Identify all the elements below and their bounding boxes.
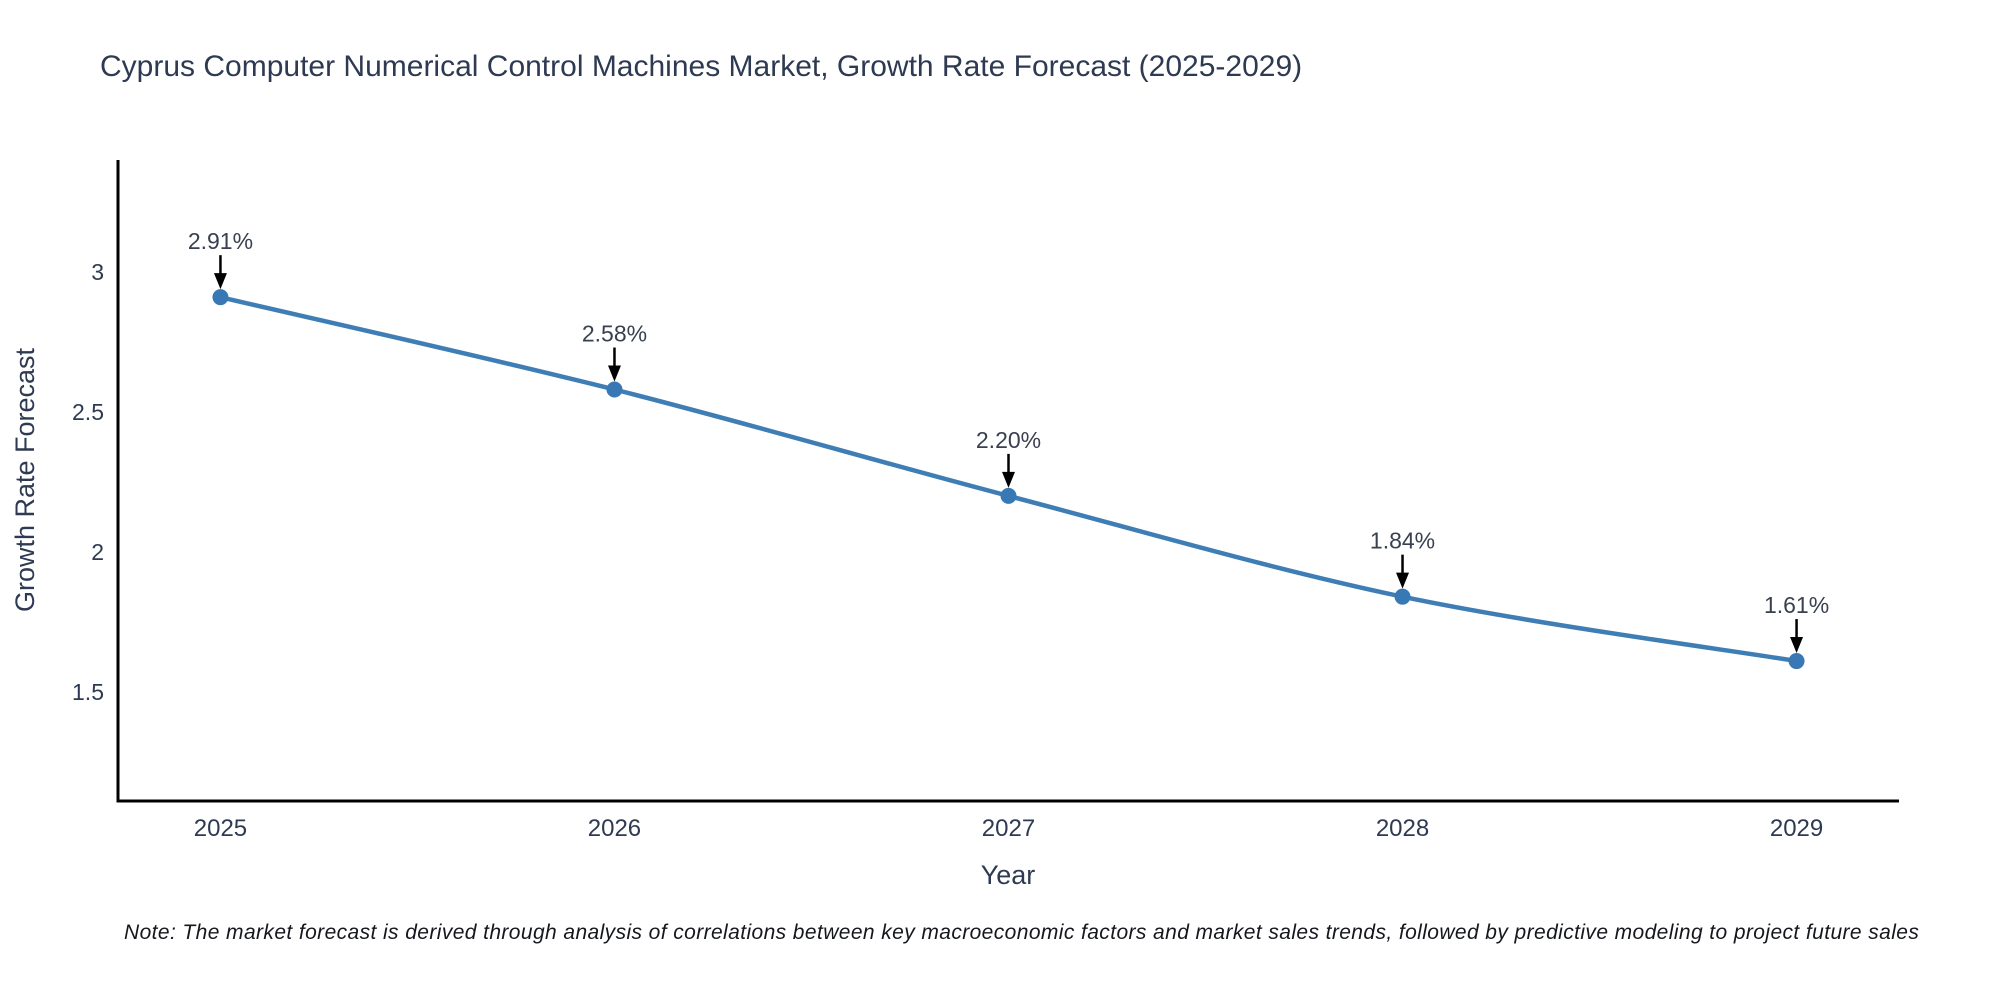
x-tick-label: 2026 xyxy=(588,815,641,842)
annotation-arrow-head xyxy=(1790,637,1804,654)
data-point-label: 2.20% xyxy=(976,427,1041,453)
data-point-label: 2.91% xyxy=(188,228,253,254)
x-tick-label: 2029 xyxy=(1770,815,1823,842)
x-tick-label: 2028 xyxy=(1376,815,1429,842)
data-point-marker[interactable] xyxy=(606,381,623,398)
annotation-arrow-head xyxy=(213,273,227,290)
data-point-label: 1.61% xyxy=(1764,592,1829,618)
y-tick-label: 1.5 xyxy=(72,679,104,705)
data-point-marker[interactable] xyxy=(212,289,229,306)
data-point-marker[interactable] xyxy=(1394,588,1411,605)
x-tick-label: 2027 xyxy=(982,815,1035,842)
plot-area: 3 2.5 2 1.5 2025 2026 2027 2028 2029 2.91% 2.58% 2.… xyxy=(72,160,1899,842)
annotation-arrow-head xyxy=(607,365,621,382)
data-point-marker[interactable] xyxy=(1788,653,1805,670)
data-point-label: 2.58% xyxy=(582,321,647,347)
annotation-arrow-head xyxy=(1396,572,1410,589)
footnote: Note: The market forecast is derived thr… xyxy=(124,921,1920,944)
data-point-label: 1.84% xyxy=(1370,528,1435,554)
x-tick-label: 2025 xyxy=(194,815,247,842)
data-point-marker[interactable] xyxy=(1000,487,1017,504)
y-tick-label: 2 xyxy=(91,539,104,565)
annotation-arrow-head xyxy=(1002,471,1015,488)
x-axis-title: Year xyxy=(981,860,1036,890)
y-axis-title: Growth Rate Forecast xyxy=(10,347,40,612)
y-tick-label: 2.5 xyxy=(72,399,104,425)
chart-title: Cyprus Computer Numerical Control Machin… xyxy=(100,50,1303,83)
y-tick-label: 3 xyxy=(91,259,104,285)
